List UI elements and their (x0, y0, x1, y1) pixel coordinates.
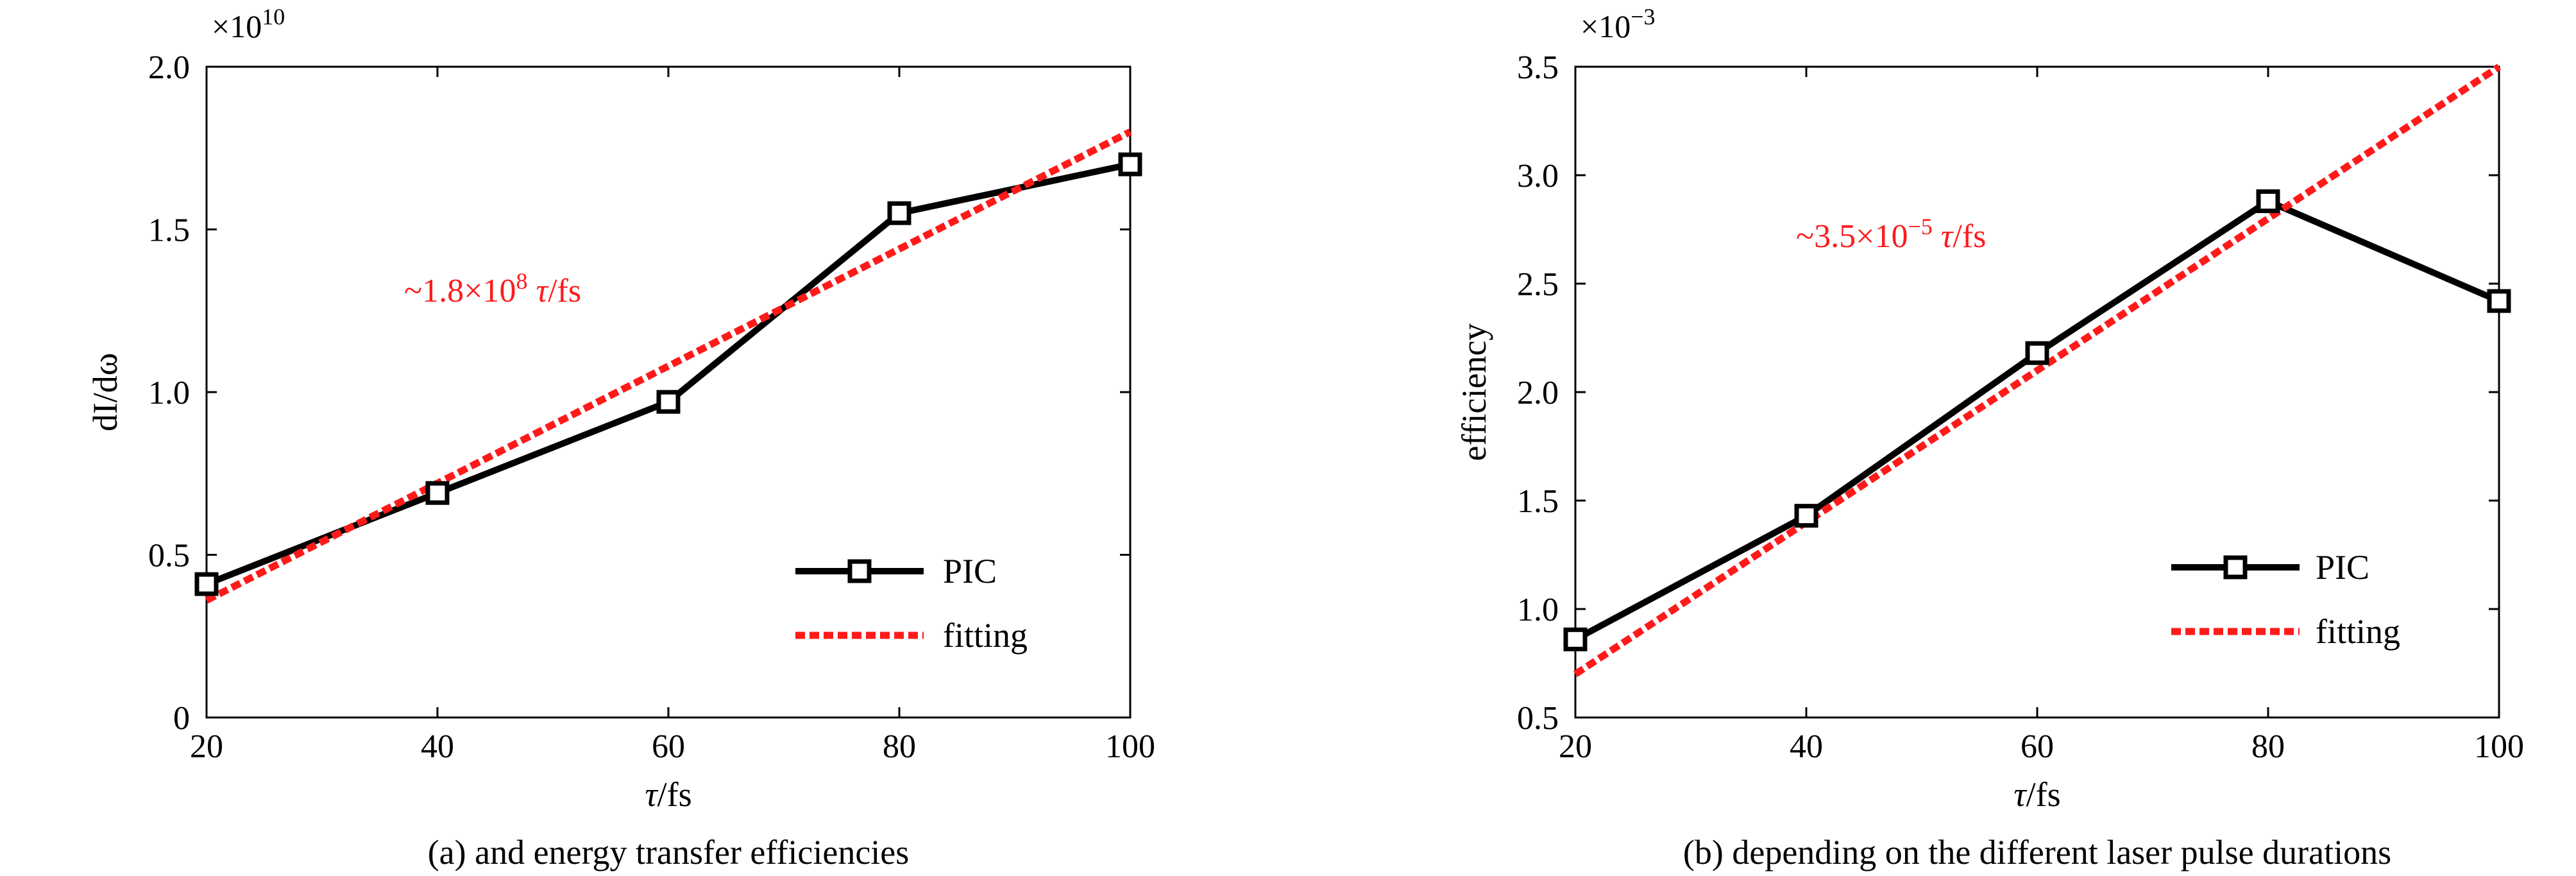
panel-b-y-tick-label: 1.5 (1517, 483, 1559, 520)
panel-a-chart: 20 40 60 80 100 0 0.5 1.0 1.5 2.0 ×1010 dI/dω τ/fs (a… (86, 4, 1155, 872)
panel-a-y-tick-label: 1.0 (148, 375, 190, 411)
panel-b-legend-marker (2223, 555, 2248, 580)
panel-a-x-tick-label: 60 (652, 728, 685, 765)
panel-a-data-point (887, 201, 911, 225)
panel-a-y-tick-label: 1.5 (148, 212, 190, 249)
panel-a-x-tick-label: 100 (1105, 728, 1155, 765)
panel-a-x-tick-label: 40 (421, 728, 454, 765)
panel-a-series-fitting-line (205, 128, 1132, 604)
panel-b-y-tick-label: 1.0 (1517, 592, 1559, 628)
panel-b-x-tick-label: 20 (1559, 728, 1592, 765)
panel-b-chart: 20 40 60 80 100 0.5 1.0 1.5 2.0 2.5 3.0 3.5 ×10−3 eff… (1455, 4, 2524, 872)
panel-a-y-axis-title: dI/dω (86, 353, 124, 432)
panel-b-y-axis-title: efficiency (1455, 323, 1493, 461)
panel-a-x-tick-label: 80 (883, 728, 916, 765)
panel-a-y-tick-label: 0 (173, 700, 190, 737)
panel-a-legend-label: fitting (943, 616, 1028, 655)
panel-b-y-tick-label: 2.0 (1517, 375, 1559, 411)
panel-a-data-point (194, 572, 219, 596)
panel-a-y-tick-label: 0.5 (148, 538, 190, 574)
panel-b-y-tick-label: 0.5 (1517, 700, 1559, 737)
panel-b-caption: (b) depending on the different laser pul… (1683, 833, 2391, 872)
panel-b-series-fitting-line (1573, 64, 2502, 677)
panel-b-data-point (1563, 627, 1588, 651)
panel-b-axis-multiplier: ×10−3 (1580, 4, 1656, 44)
panel-a-caption: (a) and energy transfer efficiencies (428, 833, 910, 872)
panel-b-data-point (2025, 341, 2049, 365)
panel-b-legend-label: PIC (2316, 548, 2369, 587)
panel-b-y-tick-label: 2.5 (1517, 266, 1559, 303)
panel-a-x-axis-title: τ/fs (645, 775, 691, 814)
panel-b-fit-annotation: ~3.5×10−5 τ/fs (1796, 214, 1986, 255)
panel-b-x-tick-label: 60 (2021, 728, 2054, 765)
panel-a-series-PIC-line (205, 161, 1131, 587)
panel-b-y-tick-label: 3.0 (1517, 158, 1559, 194)
panel-b-x-tick-label: 80 (2251, 728, 2285, 765)
panel-b-x-axis-title: τ/fs (2013, 775, 2060, 814)
panel-b-data-point (2256, 189, 2280, 214)
panel-b-x-tick-label: 40 (1790, 728, 1823, 765)
panel-b-x-tick-label: 100 (2474, 728, 2524, 765)
panel-b-legend: PIC fitting (2171, 548, 2400, 651)
panel-a-legend-label: PIC (943, 552, 997, 590)
panel-b-legend-label: fitting (2316, 612, 2400, 651)
panel-a-data-point (425, 481, 450, 505)
panel-a-legend-marker (847, 559, 872, 583)
panel-a-x-tick-label: 20 (190, 728, 223, 765)
panel-a-data-point (656, 390, 681, 414)
panel-b-y-tick-label: 3.5 (1517, 49, 1559, 86)
panel-a-axis-multiplier: ×1010 (212, 4, 285, 44)
panel-b-data-point (2487, 289, 2511, 313)
panel-a-fit-annotation: ~1.8×108 τ/fs (404, 268, 581, 309)
panel-a-y-tick-label: 2.0 (148, 49, 190, 86)
panel-a-data-point (1118, 152, 1142, 176)
panel-a-legend: PIC fitting (795, 552, 1028, 655)
panel-b-data-point (1794, 504, 1818, 528)
